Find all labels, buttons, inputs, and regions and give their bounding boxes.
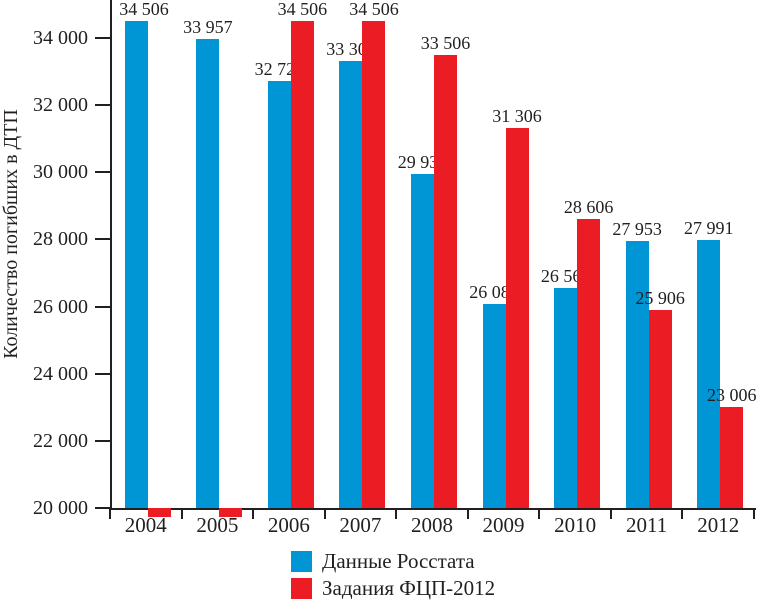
bar-fcp-2010 (577, 219, 601, 508)
legend-label-fcp: Задания ФЦП-2012 (322, 576, 496, 600)
bar-value-label: 34 506 (119, 0, 169, 20)
bar-rosstat-2005 (196, 39, 220, 508)
x-category-label: 2007 (339, 513, 382, 537)
bar-rosstat-2004 (124, 21, 148, 508)
bar-fcp-2012 (720, 407, 744, 508)
x-category-label: 2009 (482, 513, 525, 537)
y-tick-label: 34 000 (33, 27, 88, 49)
bar-rosstat-2011 (625, 241, 649, 508)
legend-label-rosstat: Данные Росстата (322, 549, 475, 573)
y-tick (95, 238, 110, 241)
y-tick (95, 372, 110, 375)
y-tick-label: 22 000 (33, 429, 88, 452)
bar-value-label: 28 606 (563, 197, 614, 218)
x-category-label: 2005 (196, 513, 239, 537)
y-tick (95, 305, 110, 308)
x-category-label: 2012 (697, 513, 740, 537)
bar-value-label: 31 306 (492, 106, 542, 127)
bar-value-label: 27 991 (683, 217, 734, 238)
bar-value-label: 25 906 (635, 287, 685, 308)
y-tick-label: 26 000 (33, 295, 88, 318)
bar-fcp-2006 (290, 21, 314, 508)
y-tick-label: 32 000 (33, 94, 88, 117)
x-category-label: 2008 (410, 513, 453, 537)
bar-value-label: 23 006 (706, 385, 757, 406)
x-category-label: 2006 (267, 513, 310, 537)
x-category-label: 2010 (554, 513, 597, 537)
legend: Данные Росстата Задания ФЦП-2012 (291, 551, 495, 602)
bar-value-label: 33 506 (420, 32, 471, 53)
bar-value-label: 33 957 (183, 17, 233, 38)
x-tick (109, 508, 111, 519)
bar-fcp-2005 (219, 508, 243, 517)
y-tick (95, 104, 110, 107)
y-tick-label: 30 000 (33, 161, 88, 184)
bar-rosstat-2008 (411, 174, 434, 508)
x-tick (466, 508, 469, 519)
y-tick (95, 171, 110, 174)
bar-fcp-2008 (434, 54, 457, 508)
bar-rosstat-2010 (554, 287, 578, 508)
y-tick (95, 37, 110, 39)
bar-rosstat-2007 (339, 61, 363, 508)
bar-fcp-2009 (505, 128, 529, 508)
legend-item-fcp: Задания ФЦП-2012 (291, 578, 495, 599)
bar-value-label: 34 506 (349, 0, 399, 20)
plot-area: 34 506 33 957 32 724 33 308 29 936 26 084 26 5… (110, 0, 756, 517)
bar-value-label: 34 506 (277, 0, 328, 20)
bar-fcp-2007 (362, 21, 386, 508)
x-tick (323, 508, 326, 519)
y-tick (95, 439, 110, 442)
y-tick-label: 28 000 (33, 228, 88, 251)
y-tick-label: 20 000 (33, 497, 88, 519)
x-tick (395, 508, 398, 519)
y-tick (95, 507, 110, 509)
bar-value-label: 27 953 (612, 219, 662, 240)
bar-fcp-2004 (147, 508, 171, 517)
x-tick (609, 508, 612, 519)
bar-rosstat-2006 (267, 80, 291, 508)
bar-rosstat-2009 (482, 303, 506, 508)
legend-item-rosstat: Данные Росстата (291, 551, 495, 572)
x-category-label: 2004 (124, 513, 167, 537)
bar-fcp-2011 (648, 309, 672, 508)
x-category-label: 2011 (626, 513, 668, 537)
legend-swatch-rosstat-icon (291, 551, 312, 572)
x-tick (538, 508, 541, 519)
y-tick-label: 24 000 (33, 362, 88, 385)
x-tick (753, 508, 755, 519)
legend-swatch-fcp-icon (291, 578, 312, 599)
x-tick (180, 508, 183, 519)
x-tick (681, 508, 684, 519)
bar-rosstat-2012 (697, 239, 721, 508)
x-tick (252, 508, 255, 519)
